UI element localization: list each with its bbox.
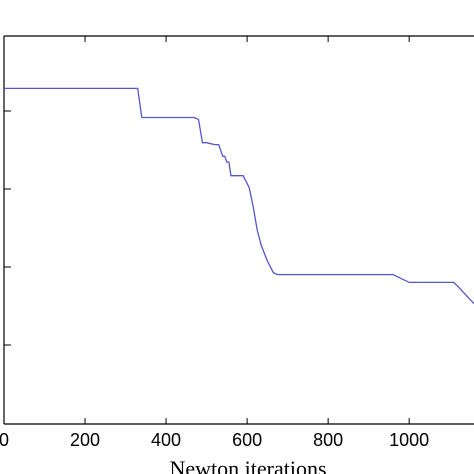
x-tick-label: 0 <box>0 430 9 450</box>
x-tick-label: 200 <box>70 430 100 450</box>
axes-frame <box>3 35 474 425</box>
x-tick-label: 400 <box>151 430 181 450</box>
series-line <box>4 87 474 305</box>
x-tick-label: 1000 <box>389 430 429 450</box>
axis-ticks <box>3 36 410 424</box>
series-group <box>4 87 474 305</box>
x-axis-title: Newton iterations <box>169 456 326 474</box>
x-tick-label: 800 <box>313 430 343 450</box>
x-tick-label: 600 <box>232 430 262 450</box>
x-tick-labels: 0 200 400 600 800 1000 <box>0 430 429 450</box>
